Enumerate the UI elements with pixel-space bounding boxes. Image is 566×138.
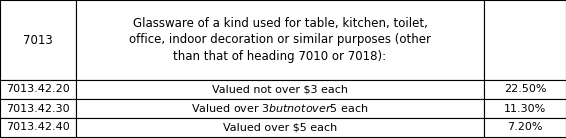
Bar: [76, 99, 484, 118]
Bar: [0, 0, 76, 80]
Text: 7.20%: 7.20%: [507, 123, 543, 132]
Bar: [0, 118, 76, 137]
Text: 7013.42.40: 7013.42.40: [6, 123, 70, 132]
Bar: [76, 118, 484, 137]
Text: 7013: 7013: [23, 34, 53, 47]
Bar: [484, 0, 566, 80]
Text: Valued not over $3 each: Valued not over $3 each: [212, 84, 348, 95]
Bar: [76, 80, 484, 99]
Text: 7013.42.30: 7013.42.30: [6, 104, 70, 113]
Text: 11.30%: 11.30%: [504, 104, 546, 113]
Bar: [0, 99, 76, 118]
Text: Valued over $3 but not over $5 each: Valued over $3 but not over $5 each: [191, 103, 368, 115]
Bar: [0, 80, 76, 99]
Text: 22.50%: 22.50%: [504, 84, 546, 95]
Bar: [484, 118, 566, 137]
Text: 7013.42.20: 7013.42.20: [6, 84, 70, 95]
Bar: [484, 80, 566, 99]
Text: Valued over $5 each: Valued over $5 each: [223, 123, 337, 132]
Bar: [76, 0, 484, 80]
Bar: [484, 99, 566, 118]
Text: Glassware of a kind used for table, kitchen, toilet,
office, indoor decoration o: Glassware of a kind used for table, kitc…: [129, 17, 431, 63]
